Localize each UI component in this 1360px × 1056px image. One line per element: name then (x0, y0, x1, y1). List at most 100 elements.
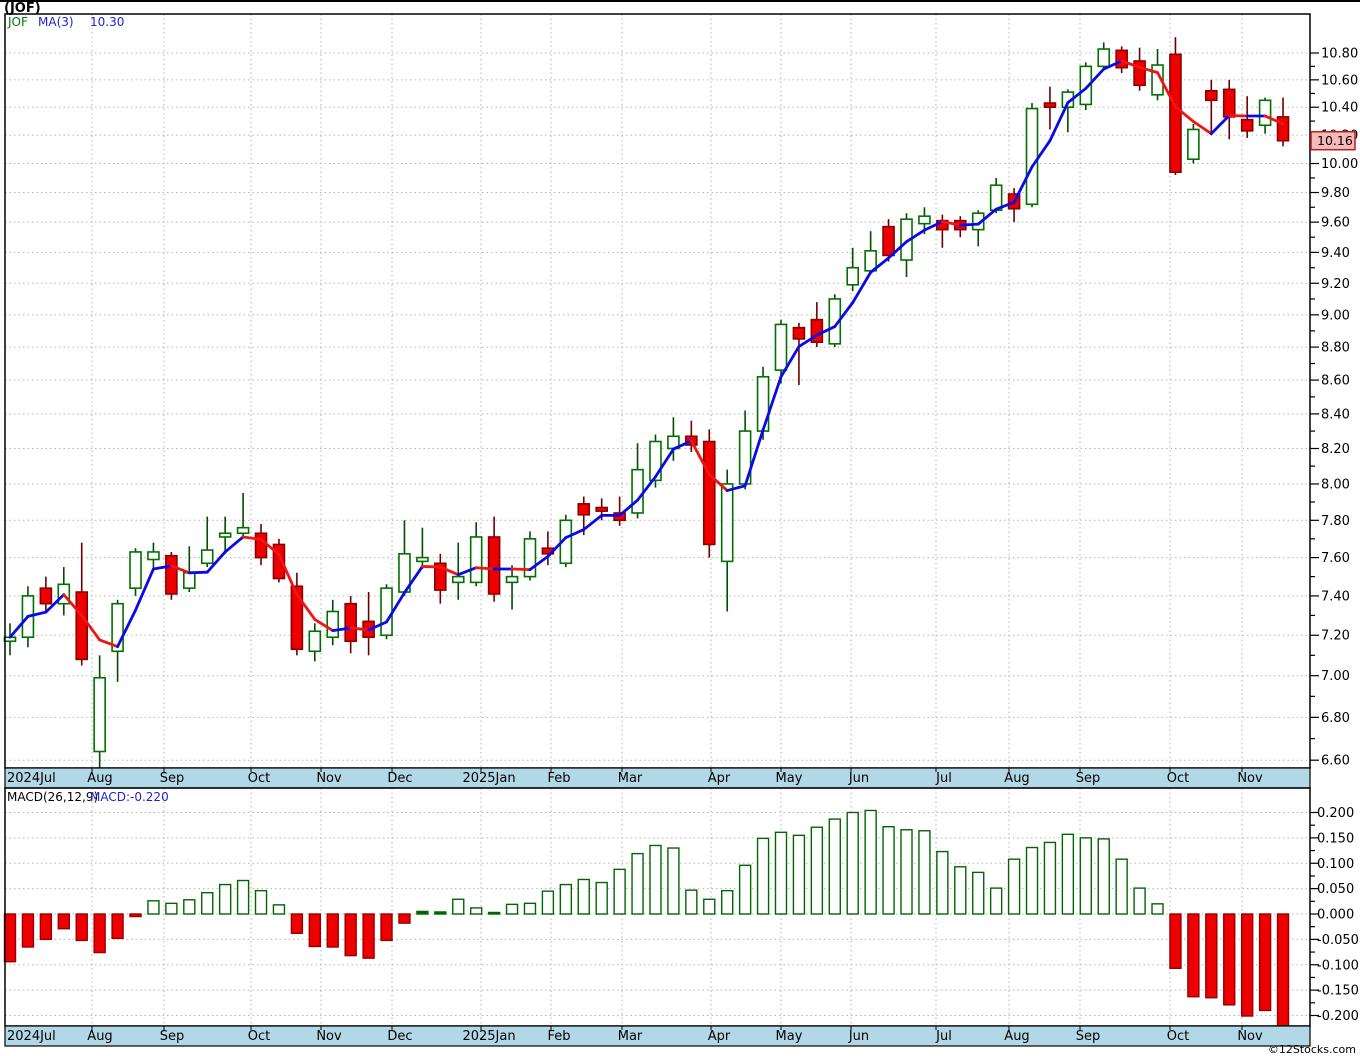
ma-segment (779, 345, 801, 379)
candle-body (595, 506, 608, 512)
macd-bar (613, 868, 626, 915)
macd-bar (918, 830, 931, 915)
macd-bar (1151, 903, 1164, 915)
month-label: 2025Jan (462, 771, 515, 786)
month-band-top (4, 767, 1311, 789)
macd-bar (810, 826, 824, 915)
ma-segment (940, 220, 962, 227)
ma-segment (887, 240, 908, 260)
month-label: 2025Jan (462, 1029, 515, 1044)
macd-bar (703, 898, 716, 915)
macd-tick-label: -0.050 (1317, 933, 1359, 948)
ma-segment (1191, 120, 1213, 136)
candle-body (523, 538, 537, 578)
ma-segment (8, 615, 30, 639)
macd-bar (1097, 838, 1110, 915)
candle-body (183, 572, 196, 589)
macd-bar (344, 913, 357, 957)
macd-bar (1133, 887, 1146, 915)
macd-bar (254, 889, 268, 915)
month-label: Mar (618, 771, 643, 786)
macd-bar (1061, 833, 1075, 915)
price-tick-label: 9.40 (1321, 246, 1350, 261)
watermark-link[interactable]: ©12Stocks.com (1268, 1043, 1356, 1056)
candle-body (1240, 118, 1254, 132)
candle-body (111, 602, 124, 653)
candle-body (147, 551, 160, 561)
macd-bar (882, 826, 895, 915)
candle-body (649, 440, 662, 482)
price-tick-label: 7.40 (1321, 589, 1350, 604)
ma-segment (815, 325, 837, 337)
candle-body (165, 554, 178, 595)
candle-body (39, 587, 53, 605)
candle-body (1025, 107, 1039, 206)
legend-ma-value: 10.30 (90, 15, 124, 29)
macd-bar (380, 913, 393, 942)
macd-bar (595, 881, 608, 915)
ma-segment (152, 564, 173, 571)
macd-bar (1276, 913, 1290, 1027)
month-label: Jul (935, 1029, 952, 1044)
price-tick-label: 9.20 (1321, 277, 1350, 292)
ma-segment (564, 528, 586, 539)
ma-segment (62, 593, 84, 617)
candle-body (1079, 65, 1093, 106)
macd-bar (989, 887, 1003, 915)
month-label: Nov (1237, 771, 1263, 786)
macd-bar (218, 883, 232, 915)
price-tick-label: 8.00 (1321, 477, 1350, 492)
ma-segment (1084, 67, 1106, 90)
candle-body (236, 526, 250, 535)
month-label: Nov (1237, 1029, 1263, 1044)
macd-bar (308, 913, 322, 948)
macd-bar (846, 811, 859, 915)
last-price-tag-bg (1310, 130, 1356, 151)
macd-tick-label: 0.200 (1317, 806, 1354, 821)
price-tick-label: 10.00 (1321, 157, 1358, 172)
candle-body (846, 266, 860, 286)
macd-tick-label: 0.100 (1317, 857, 1354, 872)
candle-body (577, 503, 591, 516)
month-label: May (776, 1029, 803, 1044)
macd-bar (21, 913, 35, 948)
last-price-tag: 10.16 (1310, 130, 1356, 151)
candle-body (416, 556, 429, 563)
ma-segment (689, 439, 711, 476)
ma-segment (98, 638, 119, 648)
month-label: Aug (87, 771, 112, 786)
macd-bar (1169, 913, 1182, 970)
macd-bar (954, 866, 967, 915)
price-tick-label: 8.40 (1321, 407, 1350, 422)
candlestick-series (3, 37, 1290, 776)
month-label: Jun (848, 771, 869, 786)
macd-bar (774, 831, 788, 915)
macd-bar (183, 899, 196, 915)
month-label: Sep (160, 771, 185, 786)
ma-segment (654, 447, 675, 479)
candle-body (290, 585, 304, 651)
month-label: Sep (160, 1029, 185, 1044)
macd-bar (1115, 858, 1128, 915)
macd-bar (416, 910, 429, 915)
ma-segment (1209, 114, 1231, 136)
month-label: Jun (848, 1029, 869, 1044)
candle-body (380, 587, 393, 637)
ma-segment (761, 375, 783, 432)
candle-body (1222, 88, 1236, 118)
month-label: 2024Jul (7, 1029, 56, 1044)
month-label: Dec (387, 771, 412, 786)
ma-segment (44, 593, 66, 614)
macd-params-label: MACD(26,12,9) (7, 790, 98, 804)
price-tick-label: 9.80 (1321, 186, 1350, 201)
candle-body (631, 468, 644, 514)
macd-bar (93, 913, 106, 954)
macd-bar (487, 911, 501, 915)
ma-segment (958, 222, 980, 227)
macd-tick-label: 0.050 (1317, 882, 1354, 897)
price-tick-label: 10.60 (1321, 73, 1358, 88)
macd-bar (1025, 846, 1039, 915)
macd-bar (721, 889, 734, 915)
month-label: Feb (547, 771, 570, 786)
